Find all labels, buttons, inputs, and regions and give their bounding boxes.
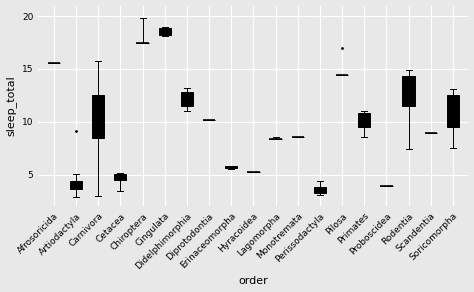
PathPatch shape [114,174,127,180]
X-axis label: order: order [238,277,268,286]
PathPatch shape [181,92,193,106]
PathPatch shape [314,187,326,193]
PathPatch shape [159,28,171,35]
PathPatch shape [402,77,415,106]
PathPatch shape [225,166,237,168]
PathPatch shape [70,180,82,189]
PathPatch shape [447,95,459,127]
PathPatch shape [358,113,370,127]
Y-axis label: sleep_total: sleep_total [6,76,17,136]
PathPatch shape [92,95,104,138]
